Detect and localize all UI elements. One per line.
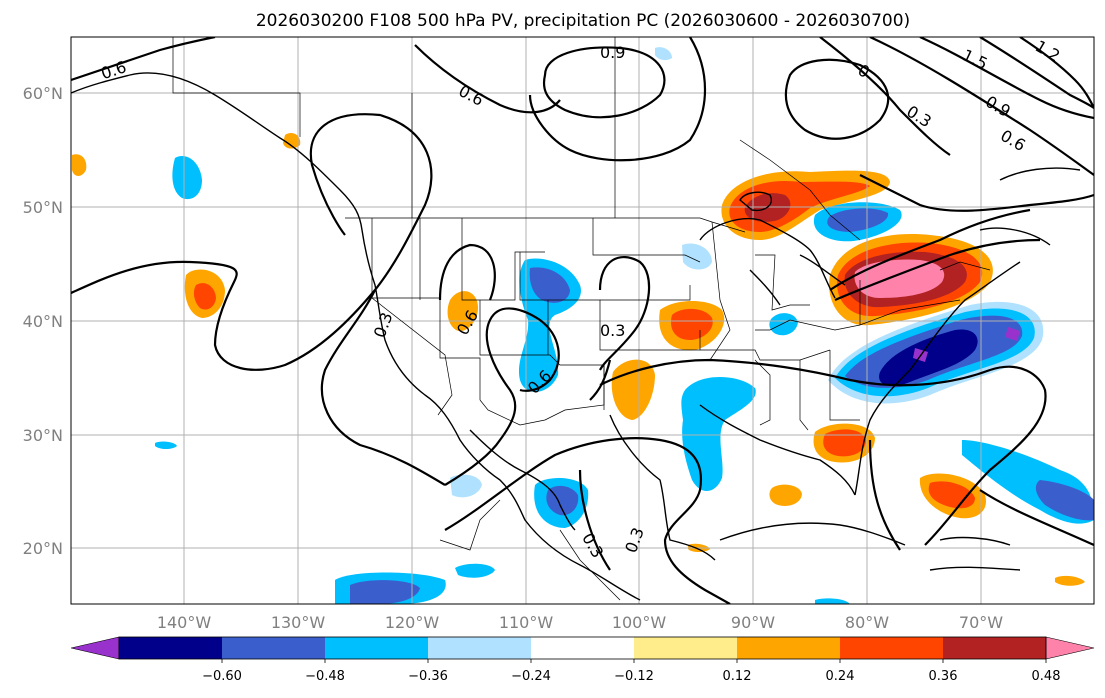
colorbar: −0.60 −0.48 −0.36 −0.24 −0.12 0.12 0.24 0.36 0.4… [70, 636, 1095, 684]
colorbar-tick-label: 0.12 [723, 669, 752, 684]
colorbar-bins [70, 636, 1095, 660]
map-content: 0.6 0.9 0.6 0 1.5 1.2 0.9 0.6 0.3 0.3 0.… [71, 37, 1094, 604]
precip-anomaly-negative-great-plains [518, 258, 581, 392]
precip-anomaly-positive-great-lakes [829, 234, 993, 326]
colorbar-bin [119, 637, 222, 659]
longitude-labels: 140°W 130°W 120°W 110°W 100°W 90°W 80°W … [157, 613, 1003, 632]
colorbar-tick-label: −0.36 [408, 669, 448, 684]
longitude-label: 110°W [499, 613, 554, 632]
latitude-label: 50°N [23, 198, 63, 217]
colorbar-extend-max [1045, 636, 1095, 660]
precip-anomaly-negative-mid-atlantic [828, 301, 1044, 404]
map-panel: 0.6 0.9 0.6 0 1.5 1.2 0.9 0.6 0.3 0.3 0.… [70, 36, 1095, 605]
longitude-label: 130°W [271, 613, 326, 632]
colorbar-tick-label: 0.36 [929, 669, 958, 684]
graticule [71, 37, 1094, 604]
colorbar-bin [737, 637, 840, 659]
colorbar-tick-label: −0.12 [614, 669, 654, 684]
political-borders [172, 37, 991, 601]
colorbar-bin [840, 637, 943, 659]
colorbar-tick-label: 0.24 [826, 669, 855, 684]
colorbar-extend-min [70, 636, 120, 660]
latitude-label: 60°N [23, 84, 63, 103]
latitude-label: 40°N [23, 312, 63, 331]
colorbar-bin [531, 637, 634, 659]
colorbar-tick-label: 0.48 [1032, 669, 1061, 684]
colorbar-bin [428, 637, 531, 659]
colorbar-bin [222, 637, 325, 659]
colorbar-bin [943, 637, 1046, 659]
latitude-label: 20°N [23, 539, 63, 558]
colorbar-tick-label: −0.60 [202, 669, 242, 684]
colorbar-bin [634, 637, 737, 659]
longitude-label: 80°W [845, 613, 889, 632]
longitude-label: 140°W [157, 613, 212, 632]
precip-anomaly-negative-southwest [155, 47, 1094, 604]
colorbar-bin [325, 637, 428, 659]
longitude-label: 70°W [959, 613, 1003, 632]
contour-label: 0.3 [600, 321, 625, 340]
colorbar-tick-label: −0.24 [511, 669, 551, 684]
latitude-labels: 20°N 30°N 40°N 50°N 60°N [23, 84, 63, 558]
contour-label: 0.9 [600, 43, 625, 62]
longitude-label: 90°W [731, 613, 775, 632]
colorbar-tick-label: −0.48 [305, 669, 345, 684]
longitude-label: 120°W [385, 613, 440, 632]
pv-contours [71, 37, 1094, 604]
colorbar-outline [118, 636, 1047, 660]
longitude-label: 100°W [612, 613, 667, 632]
latitude-label: 30°N [23, 426, 63, 445]
figure-title: 2026030200 F108 500 hPa PV, precipitatio… [256, 11, 910, 31]
map-frame [70, 36, 1095, 605]
colorbar-labels: −0.60 −0.48 −0.36 −0.24 −0.12 0.12 0.24 0.36 0.4… [202, 659, 1061, 684]
